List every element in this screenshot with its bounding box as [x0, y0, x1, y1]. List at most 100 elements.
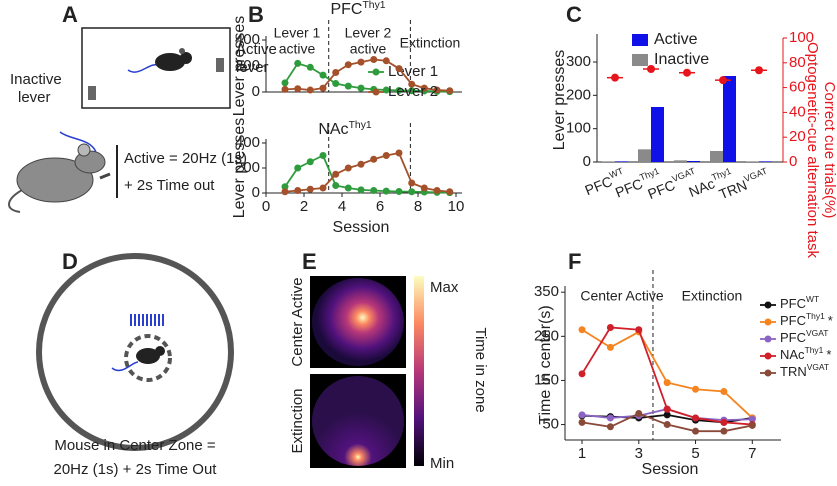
data-point — [344, 184, 352, 192]
data-point — [319, 152, 327, 159]
bar — [602, 161, 615, 162]
y-tick-label: 0 — [252, 83, 260, 100]
chart-title-part: Thy1 — [362, 0, 385, 11]
phase-label: Lever 1 — [274, 25, 321, 41]
bar — [615, 161, 628, 162]
data-point — [647, 65, 655, 73]
row-label: Center Active — [289, 277, 306, 366]
mouse-icon — [127, 48, 192, 73]
legend-swatch — [764, 369, 772, 377]
data-point — [294, 187, 302, 194]
x-tick-label: 1 — [578, 445, 586, 462]
data-point — [611, 73, 619, 82]
data-point — [606, 343, 614, 351]
data-point — [294, 164, 302, 172]
y-tick-label: 0 — [583, 153, 591, 170]
mouse-icon — [111, 346, 165, 372]
data-point — [395, 149, 403, 157]
panel-label: E — [302, 249, 317, 274]
data-point — [720, 418, 728, 426]
data-point — [663, 411, 671, 419]
data-point — [332, 69, 340, 76]
legend-swatch — [764, 318, 772, 326]
colorbar-label: Time in zone — [472, 327, 489, 412]
data-point — [755, 66, 763, 75]
phase-label: Lever 2 — [345, 25, 392, 41]
bar — [651, 107, 664, 162]
legend-swatch — [632, 34, 648, 46]
arena — [36, 253, 234, 451]
data-point — [578, 411, 586, 419]
data-point — [281, 188, 289, 196]
data-point — [408, 80, 416, 88]
data-point — [635, 410, 643, 418]
x-tick-label-part: Thy1 — [710, 166, 732, 183]
legend-swatch — [372, 68, 380, 76]
legend-label-part: VGAT — [806, 328, 828, 338]
data-point — [395, 188, 403, 195]
legend-swatch — [764, 301, 772, 309]
data-point — [692, 414, 700, 422]
y2-tick-label: 40 — [789, 103, 806, 120]
legend-label-part: TRN — [780, 364, 807, 379]
x-tick-label: 2 — [300, 198, 308, 215]
series-line — [581, 328, 753, 419]
data-point — [578, 370, 586, 378]
row-label: Extinction — [289, 388, 306, 453]
data-point — [332, 80, 340, 88]
y2-tick-label: 60 — [789, 79, 806, 96]
data-point — [344, 164, 352, 172]
x-tick-label: 10 — [448, 198, 465, 215]
phase-label: active — [279, 41, 316, 57]
heatmap — [312, 376, 404, 466]
legend-label: TRNVGAT — [780, 362, 829, 379]
y2-axis-label: Optogenetic-cue alternation task — [804, 42, 821, 258]
data-point — [719, 76, 727, 85]
heatmap — [312, 278, 404, 366]
data-point — [306, 158, 314, 166]
legend-label-part: PFC — [780, 296, 806, 311]
legend-label-part: Thy1 — [806, 311, 825, 321]
legend-swatch — [764, 335, 772, 343]
protocol-text: Active = 20Hz (1s) — [124, 150, 247, 167]
data-point — [692, 427, 700, 435]
x-tick-label: 6 — [376, 198, 384, 215]
data-point — [382, 152, 390, 159]
x-tick-label: 5 — [691, 445, 699, 462]
y-axis-label: Lever presses — [231, 118, 248, 219]
data-point — [433, 86, 441, 94]
panel-label: C — [566, 2, 582, 27]
y-tick-label: 300 — [566, 53, 591, 70]
y2-tick-label: 0 — [789, 153, 797, 170]
chart-title-part: Thy1 — [349, 120, 372, 131]
data-point — [663, 421, 671, 429]
x-tick-label: 8 — [414, 198, 422, 215]
legend-label-part: * — [826, 347, 831, 362]
y2-axis-label: Correct cue trials(%) — [821, 82, 837, 219]
phase-label: active — [350, 41, 387, 57]
x-tick-label-part: Thy1 — [638, 166, 660, 183]
x-tick-label: 4 — [338, 198, 346, 215]
y-axis-label: Lever presses — [551, 50, 568, 151]
data-point — [395, 65, 403, 73]
data-point — [357, 186, 365, 194]
legend-label: Lever 2 — [388, 83, 438, 100]
data-point — [319, 84, 327, 92]
data-point — [395, 86, 403, 94]
y-tick-label: 100 — [566, 120, 591, 137]
legend-label: PFCVGAT — [780, 328, 828, 345]
data-point — [281, 85, 289, 93]
data-point — [446, 87, 454, 95]
data-point — [370, 187, 378, 194]
y-tick-label: 400 — [235, 134, 260, 151]
bar — [759, 161, 772, 162]
y-tick-label: 200 — [566, 86, 591, 103]
data-point — [357, 84, 365, 92]
y-tick-label: 250 — [534, 327, 559, 344]
data-point — [306, 86, 314, 94]
chart-title: NAcThy1 — [318, 120, 372, 138]
legend-label-part: VGAT — [807, 362, 829, 372]
inactive-lever-icon — [88, 86, 96, 100]
